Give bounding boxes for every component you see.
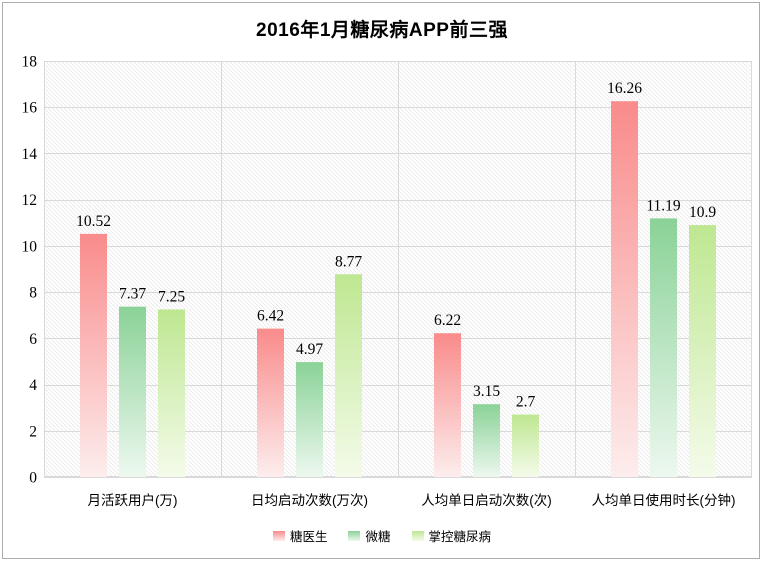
bar-value-label: 16.26 bbox=[607, 80, 642, 97]
bar-s2-c2 bbox=[512, 414, 539, 477]
legend-item-1: 微糖 bbox=[348, 526, 391, 545]
y-tick-label: 12 bbox=[22, 192, 38, 209]
chart-title: 2016年1月糖尿病APP前三强 bbox=[256, 20, 508, 41]
y-tick-label: 6 bbox=[29, 331, 37, 348]
x-category-label: 人均单日使用时长(分钟) bbox=[592, 492, 736, 508]
bar-s1-c1 bbox=[296, 362, 323, 477]
y-tick-label: 2 bbox=[29, 423, 37, 440]
bar-s2-c1 bbox=[335, 274, 362, 477]
bar-value-label: 10.52 bbox=[76, 213, 111, 230]
bar-value-label: 6.22 bbox=[434, 312, 461, 329]
bar-value-label: 2.7 bbox=[516, 394, 536, 411]
x-category-label: 人均单日启动次数(次) bbox=[421, 493, 552, 508]
x-category-label: 日均启动次数(万次) bbox=[251, 493, 368, 508]
y-tick-label: 4 bbox=[29, 377, 37, 394]
bar-s1-c3 bbox=[650, 218, 677, 478]
y-tick-label: 10 bbox=[22, 238, 38, 255]
bar-value-label: 3.15 bbox=[473, 383, 500, 400]
x-category-label: 月活跃用户(万) bbox=[88, 492, 178, 508]
bar-value-label: 8.77 bbox=[335, 253, 362, 270]
bar-value-label: 7.25 bbox=[158, 288, 185, 305]
bar-value-label: 7.37 bbox=[119, 286, 146, 303]
bar-s0-c0 bbox=[80, 233, 107, 477]
y-tick-label: 18 bbox=[22, 54, 38, 71]
bar-s0-c1 bbox=[257, 328, 284, 477]
bar-s0-c2 bbox=[434, 333, 461, 477]
bar-s1-c2 bbox=[473, 404, 500, 477]
y-tick-label: 0 bbox=[29, 470, 37, 487]
bar-s1-c0 bbox=[119, 306, 146, 477]
bar-value-label: 6.42 bbox=[257, 308, 284, 325]
y-tick-label: 8 bbox=[29, 285, 37, 302]
y-tick-label: 14 bbox=[22, 146, 38, 163]
bar-s2-c3 bbox=[689, 225, 716, 477]
legend-item-2: 掌控糖尿病 bbox=[411, 526, 492, 545]
bar-value-label: 11.19 bbox=[646, 197, 681, 214]
bar-s0-c3 bbox=[611, 101, 638, 478]
legend-label: 掌控糖尿病 bbox=[428, 530, 492, 544]
legend-swatch bbox=[348, 530, 361, 541]
legend-label: 糖医生 bbox=[289, 530, 328, 544]
legend-label: 微糖 bbox=[365, 530, 391, 544]
legend-swatch bbox=[272, 530, 285, 541]
plot-border bbox=[44, 61, 752, 477]
legend-item-0: 糖医生 bbox=[272, 526, 328, 545]
bar-s2-c0 bbox=[158, 309, 185, 477]
chart-legend: 糖医生 微糖 掌控糖尿病 bbox=[0, 526, 764, 545]
bar-value-label: 10.9 bbox=[689, 204, 716, 221]
y-tick-label: 16 bbox=[22, 100, 38, 117]
legend-swatch bbox=[411, 530, 424, 541]
bar-value-label: 4.97 bbox=[296, 341, 323, 358]
